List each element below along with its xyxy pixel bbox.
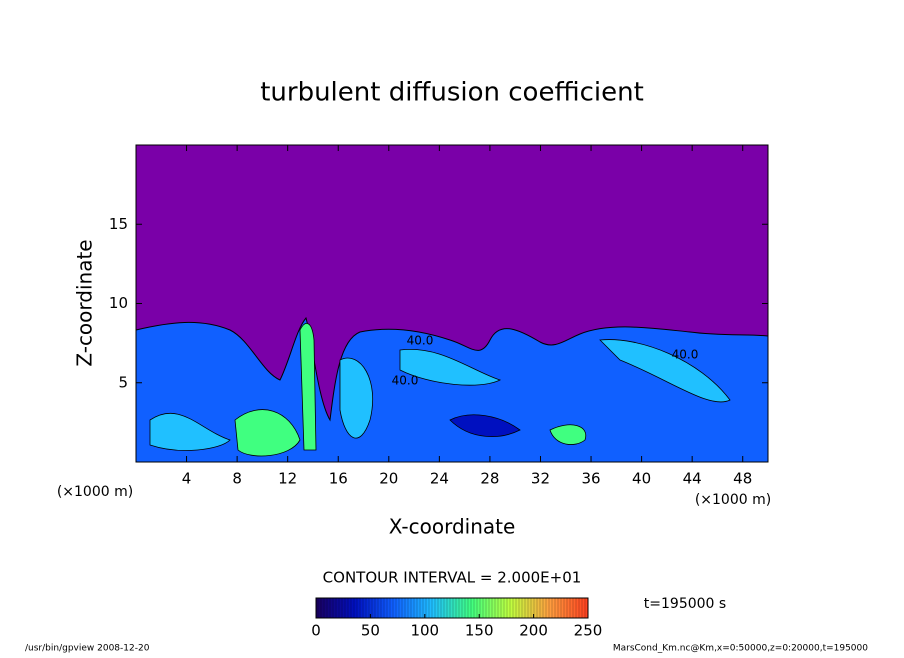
x-tick-label: 12 xyxy=(278,470,297,488)
footer: MarsCond_Km.nc@Km,x=0:50000,z=0:20000,t=… xyxy=(613,644,868,654)
x-tick-label: 40 xyxy=(632,470,651,488)
turbulent-patch xyxy=(399,348,502,386)
colorbar-tick-label: 250 xyxy=(574,622,603,640)
colorbar-tick-label: 0 xyxy=(311,622,321,640)
x-unit: (×1000 m) xyxy=(57,484,133,500)
x-axis-label: X-coordinate xyxy=(389,515,516,539)
x-tick-label: 20 xyxy=(379,470,398,488)
x-tick-label: 8 xyxy=(232,470,242,488)
footer: /usr/bin/gpview 2008-12-20 xyxy=(25,644,150,654)
colorbar-tick-label: 200 xyxy=(519,622,548,640)
turbulent-layer xyxy=(135,316,769,463)
turbulent-patch xyxy=(299,323,317,451)
x-tick-label: 36 xyxy=(581,470,600,488)
colorbar-tick-label: 100 xyxy=(410,622,439,640)
x-tick-label: 24 xyxy=(430,470,449,488)
x-tick-label: 32 xyxy=(531,470,550,488)
turbulent-patch xyxy=(549,424,587,445)
time-label: t=195000 s xyxy=(644,596,726,612)
x-tick-label: 48 xyxy=(733,470,752,488)
x-tick-label: 16 xyxy=(329,470,348,488)
y-tick-label: 10 xyxy=(109,294,128,312)
y-tick-label: 15 xyxy=(109,215,128,233)
turbulent-patch xyxy=(599,339,731,403)
y-axis-label: Z-coordinate xyxy=(73,239,97,366)
colorbar xyxy=(315,597,589,619)
x-tick-label: 4 xyxy=(182,470,192,488)
contour-interval: CONTOUR INTERVAL = 2.000E+01 xyxy=(323,569,582,587)
turbulent-patch xyxy=(234,409,301,457)
y-tick-label: 5 xyxy=(118,373,128,391)
colorbar-tick-label: 50 xyxy=(361,622,380,640)
x-tick-label: 28 xyxy=(480,470,499,488)
chart-title: turbulent diffusion coefficient xyxy=(260,78,644,108)
x-tick-label: 44 xyxy=(683,470,702,488)
x-unit: (×1000 m) xyxy=(695,492,771,508)
contour-label: 40.0 xyxy=(392,374,419,388)
turbulent-patch xyxy=(339,357,374,439)
turbulent-patch xyxy=(449,414,521,437)
colorbar-tick-label: 150 xyxy=(465,622,494,640)
contour-label: 40.0 xyxy=(672,348,699,362)
contour-label: 40.0 xyxy=(407,334,434,348)
turbulent-patch xyxy=(149,412,231,451)
plot-area: 40.0 40.0 40.0 xyxy=(135,144,769,463)
